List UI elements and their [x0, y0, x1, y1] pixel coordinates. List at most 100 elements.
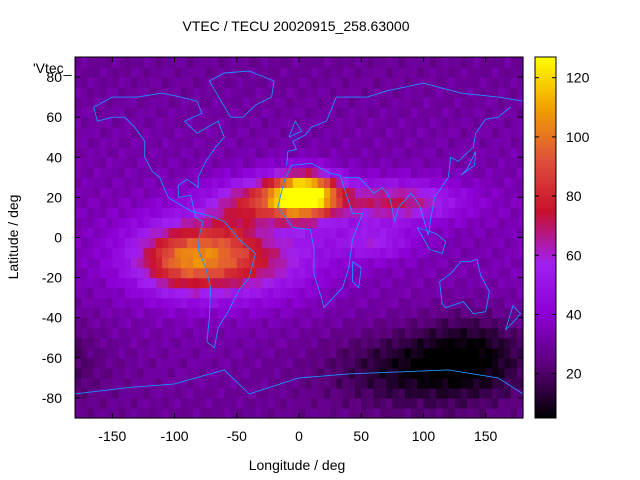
- heatmap-cell: [292, 307, 300, 319]
- heatmap-cell: [292, 337, 300, 349]
- heatmap-cell: [491, 137, 499, 148]
- heatmap-cell: [454, 177, 462, 188]
- heatmap-cell: [174, 167, 182, 178]
- heatmap-cell: [274, 207, 281, 219]
- heatmap-cell: [379, 247, 387, 259]
- heatmap-cell: [75, 117, 82, 128]
- heatmap-cell: [267, 207, 275, 219]
- heatmap-cell: [317, 127, 325, 138]
- heatmap-cell: [187, 107, 194, 118]
- heatmap-cell: [162, 297, 169, 309]
- heatmap-cell: [187, 157, 194, 168]
- heatmap-cell: [236, 357, 244, 369]
- heatmap-cell: [342, 87, 350, 98]
- heatmap-cell: [342, 207, 350, 219]
- heatmap-cell: [373, 227, 381, 239]
- heatmap-cell: [435, 347, 443, 359]
- heatmap-cell: [485, 327, 493, 339]
- heatmap-cell: [274, 77, 281, 88]
- heatmap-cell: [180, 197, 188, 209]
- heatmap-cell: [81, 407, 89, 419]
- coastlines: [74, 70, 524, 395]
- heatmap-cell: [112, 247, 120, 259]
- heatmap-cell: [498, 187, 505, 198]
- heatmap-cell: [205, 147, 213, 158]
- heatmap-cell: [81, 317, 89, 329]
- heatmap-cell: [199, 97, 207, 108]
- heatmap-cell: [423, 387, 431, 399]
- heatmap-cell: [99, 217, 107, 229]
- heatmap-cell: [124, 257, 132, 269]
- heatmap-cell: [435, 147, 443, 158]
- heatmap-cell: [392, 407, 400, 419]
- heatmap-cell: [435, 87, 443, 98]
- heatmap-cell: [255, 67, 263, 78]
- heatmap-cell: [286, 317, 294, 329]
- heatmap-cell: [155, 157, 163, 168]
- heatmap-cell: [155, 377, 163, 389]
- heatmap-cell: [467, 177, 474, 188]
- heatmap-cell: [193, 257, 201, 269]
- heatmap-cell: [454, 227, 462, 239]
- heatmap-cell: [411, 137, 418, 148]
- heatmap-cell: [423, 87, 431, 98]
- heatmap-cell: [224, 257, 232, 269]
- heatmap-cell: [218, 137, 225, 148]
- heatmap-cell: [373, 247, 381, 259]
- heatmap-cell: [131, 77, 138, 88]
- heatmap-cell: [149, 227, 157, 239]
- heatmap-cell: [323, 347, 331, 359]
- heatmap-cell: [112, 77, 120, 88]
- heatmap-cell: [230, 187, 238, 198]
- heatmap-cell: [485, 247, 493, 259]
- heatmap-cell: [280, 367, 288, 379]
- heatmap-cell: [361, 167, 369, 178]
- heatmap-cell: [516, 277, 524, 289]
- heatmap-cell: [143, 67, 151, 78]
- heatmap-cell: [267, 277, 275, 289]
- heatmap-cell: [485, 347, 493, 359]
- heatmap-cell: [429, 287, 437, 299]
- heatmap-cell: [137, 127, 145, 138]
- heatmap-cell: [280, 327, 288, 339]
- heatmap-cell: [454, 257, 462, 269]
- heatmap-cell: [280, 347, 288, 359]
- heatmap-cell: [180, 207, 188, 219]
- heatmap-cell: [311, 247, 319, 259]
- heatmap-cell: [417, 207, 425, 219]
- heatmap-cell: [193, 337, 201, 349]
- heatmap-cell: [491, 87, 499, 98]
- heatmap-cell: [106, 267, 113, 279]
- heatmap-cell: [255, 207, 263, 219]
- heatmap-cell: [423, 157, 431, 168]
- heatmap-cell: [373, 337, 381, 349]
- heatmap-cell: [348, 67, 356, 78]
- heatmap-cell: [317, 327, 325, 339]
- heatmap-cell: [373, 297, 381, 309]
- heatmap-cell: [311, 77, 319, 88]
- heatmap-cell: [211, 377, 219, 389]
- heatmap-cell: [491, 147, 499, 158]
- heatmap-cell: [180, 77, 188, 88]
- heatmap-cell: [243, 257, 250, 269]
- heatmap-cell: [330, 317, 337, 329]
- heatmap-cell: [361, 277, 369, 289]
- heatmap-cell: [193, 177, 201, 188]
- heatmap-cell: [124, 317, 132, 329]
- heatmap-cell: [491, 277, 499, 289]
- heatmap-cell: [417, 297, 425, 309]
- heatmap-cell: [205, 247, 213, 259]
- heatmap-cell: [261, 217, 269, 229]
- heatmap-cell: [255, 197, 263, 209]
- heatmap-cell: [174, 237, 182, 249]
- heatmap-cell: [87, 377, 95, 389]
- heatmap-cell: [199, 157, 207, 168]
- heatmap-cell: [398, 157, 406, 168]
- heatmap-cell: [373, 377, 381, 389]
- heatmap-cell: [137, 177, 145, 188]
- heatmap-cell: [404, 407, 412, 419]
- heatmap-cell: [479, 377, 487, 389]
- heatmap-cell: [224, 227, 232, 239]
- heatmap-cell: [330, 247, 337, 259]
- heatmap-cell: [423, 327, 431, 339]
